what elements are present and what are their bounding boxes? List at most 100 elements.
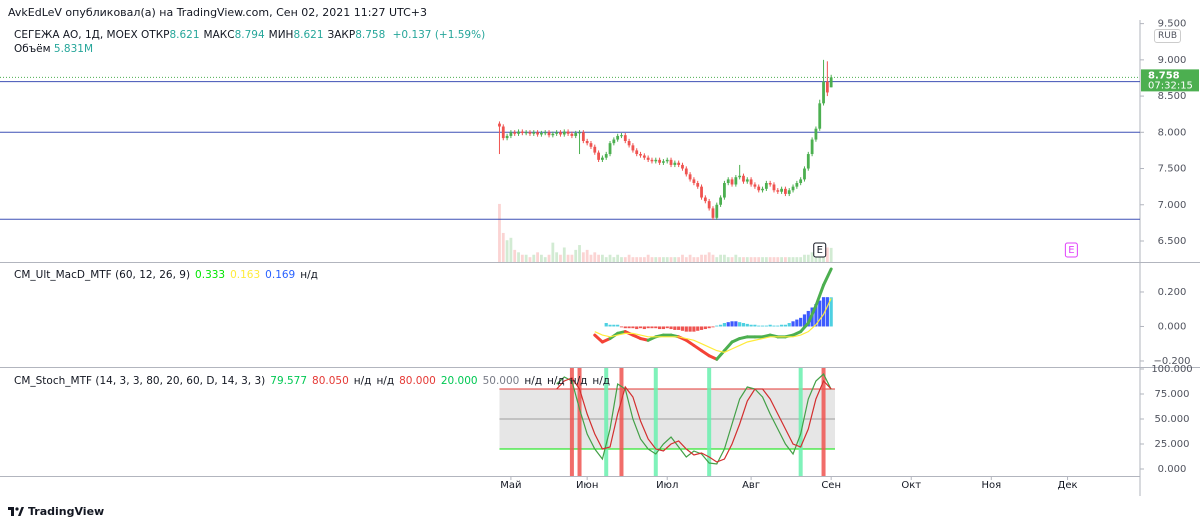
volume-bar <box>711 254 715 262</box>
volume-bar <box>589 254 593 262</box>
candle-body <box>707 201 711 209</box>
volume-bar <box>723 254 726 262</box>
candle-body <box>623 135 627 141</box>
x-tick-label: Дек <box>1058 480 1078 491</box>
y-tick-label: 8.500 <box>1158 91 1187 102</box>
legend-value: н/д <box>524 375 543 387</box>
candle-body <box>764 183 768 189</box>
volume-bar <box>673 257 677 262</box>
histogram-bar <box>604 323 608 327</box>
volume-bar <box>574 249 578 262</box>
candle-body <box>784 188 787 194</box>
candle-body <box>604 154 608 158</box>
volume-bar <box>532 254 536 262</box>
histogram-bar <box>638 326 643 329</box>
candle-body <box>673 162 677 165</box>
x-tick-label: Июн <box>576 480 598 491</box>
candle-body <box>734 177 738 185</box>
candle-body <box>620 135 623 137</box>
y-tick-label: 9.500 <box>1158 19 1187 30</box>
candle-body <box>818 103 822 129</box>
candle-body <box>570 133 574 136</box>
volume-bar <box>536 252 539 262</box>
histogram-bar <box>730 321 734 327</box>
volume-bar <box>631 257 635 262</box>
volume-bar <box>768 257 772 262</box>
volume-bar <box>719 254 723 262</box>
footer-text: TradingView <box>28 505 105 518</box>
y-tick-label: 8.000 <box>1158 127 1187 138</box>
volume-bar <box>620 257 623 262</box>
candle-body <box>814 128 818 140</box>
last-price-label: 8.758 <box>1148 70 1180 81</box>
volume-bar <box>505 240 509 262</box>
candle-body <box>520 131 524 134</box>
volume-bar <box>795 257 799 262</box>
y-tick-label: −0.200 <box>1153 356 1190 367</box>
candle-body <box>501 126 505 139</box>
signal-bar <box>619 368 624 476</box>
histogram-bar <box>825 297 829 327</box>
histogram-bar <box>802 314 807 327</box>
candle-body <box>730 179 734 185</box>
candle-body <box>799 179 803 184</box>
volume-bar <box>688 254 692 262</box>
countdown: 07:32:15 <box>1148 80 1193 91</box>
volume-bar <box>528 257 532 262</box>
volume-bar <box>513 249 517 262</box>
volume-bar <box>715 257 719 262</box>
volume-label: Объём <box>14 43 51 55</box>
histogram-bar <box>787 323 791 327</box>
volume-bar <box>757 257 761 262</box>
histogram-bar <box>669 326 673 330</box>
candle-body <box>551 133 555 136</box>
volume-bar <box>791 257 795 262</box>
volume-bar <box>665 257 669 262</box>
candle-body <box>498 123 501 127</box>
candle-body <box>513 132 517 134</box>
candle-body <box>711 208 715 218</box>
series-line <box>556 373 832 465</box>
candle-body <box>574 133 578 136</box>
volume-bar <box>616 254 620 262</box>
currency[interactable]: RUB <box>1154 29 1182 43</box>
candle-body <box>688 174 692 180</box>
histogram-bar <box>677 326 681 330</box>
histogram-bar <box>741 323 746 327</box>
y-tick-label: 75.000 <box>1155 389 1190 400</box>
candle-body <box>776 190 780 192</box>
signal-bar <box>798 368 803 476</box>
macd-title: CM_Ult_MacD_MTF (60, 12, 26, 9) <box>14 269 191 281</box>
x-tick-label: Ноя <box>981 480 1001 491</box>
signal-bar <box>653 368 658 476</box>
volume-bar <box>642 257 646 262</box>
histogram-bar <box>688 326 692 332</box>
ohlc-value: 8.621 <box>169 29 200 41</box>
volume-bar <box>654 257 658 262</box>
candle-body <box>677 162 681 165</box>
volume-bar <box>562 247 566 262</box>
stoch-title: CM_Stoch_MTF (14, 3, 3, 80, 20, 60, D, 1… <box>14 375 266 387</box>
ohlc-value: 8.621 <box>293 29 324 41</box>
candle-body <box>715 204 719 218</box>
signal-bar <box>569 368 574 476</box>
candle-body <box>745 179 749 182</box>
macd-segment <box>799 321 810 334</box>
candle-body <box>662 161 665 163</box>
histogram-bar <box>623 326 627 329</box>
candle-body <box>726 179 730 184</box>
volume-bar <box>509 237 513 262</box>
legend-value: н/д <box>376 375 395 387</box>
candle-body <box>578 132 581 134</box>
candle-body <box>612 139 616 144</box>
candle-body <box>757 186 761 191</box>
y-tick-label: 25.000 <box>1155 439 1190 450</box>
histogram-bar <box>783 324 788 327</box>
histogram-bar <box>608 324 612 327</box>
volume-bar <box>810 252 814 262</box>
histogram-bar <box>680 326 685 331</box>
volume-bar <box>726 257 730 262</box>
legend-value: 80.050 <box>312 375 349 387</box>
legend-value: н/д <box>300 269 318 281</box>
